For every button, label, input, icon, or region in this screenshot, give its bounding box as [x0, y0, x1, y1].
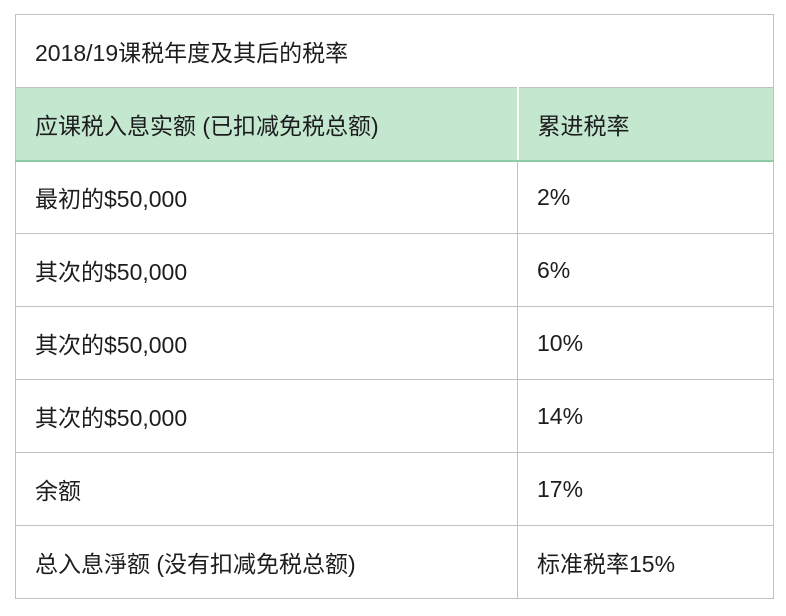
column-header-income: 应课税入息实额 (已扣减免税总额): [15, 87, 519, 162]
table-row: 其次的$50,000 14%: [15, 379, 775, 453]
income-band-cell: 最初的$50,000: [15, 160, 518, 234]
income-band-cell: 其次的$50,000: [15, 233, 518, 307]
tax-rate-cell: 2%: [516, 160, 775, 234]
income-band-cell: 其次的$50,000: [15, 306, 518, 380]
table-title: 2018/19课税年度及其后的税率: [14, 14, 775, 88]
income-band-cell: 其次的$50,000: [15, 379, 518, 453]
tax-rate-cell: 标准税率15%: [516, 525, 775, 599]
column-header-rate: 累进税率: [516, 87, 775, 162]
table-row: 总入息淨额 (没有扣减免税总额) 标准税率15%: [15, 525, 775, 599]
income-band-cell: 余额: [15, 452, 518, 526]
tax-rate-cell: 17%: [516, 452, 775, 526]
table-title-row: 2018/19课税年度及其后的税率: [14, 14, 775, 88]
table-header-row: 应课税入息实额 (已扣减免税总额) 累进税率: [15, 87, 775, 162]
tax-rate-cell: 10%: [516, 306, 775, 380]
income-band-cell: 总入息淨额 (没有扣减免税总额): [15, 525, 518, 599]
tax-rate-cell: 6%: [516, 233, 775, 307]
table-row: 其次的$50,000 6%: [15, 233, 775, 307]
table-row: 余额 17%: [15, 452, 775, 526]
tax-rate-table: 2018/19课税年度及其后的税率 应课税入息实额 (已扣减免税总额) 累进税率…: [14, 14, 775, 599]
table-row: 最初的$50,000 2%: [15, 160, 775, 234]
table-row: 其次的$50,000 10%: [15, 306, 775, 380]
tax-rate-cell: 14%: [516, 379, 775, 453]
